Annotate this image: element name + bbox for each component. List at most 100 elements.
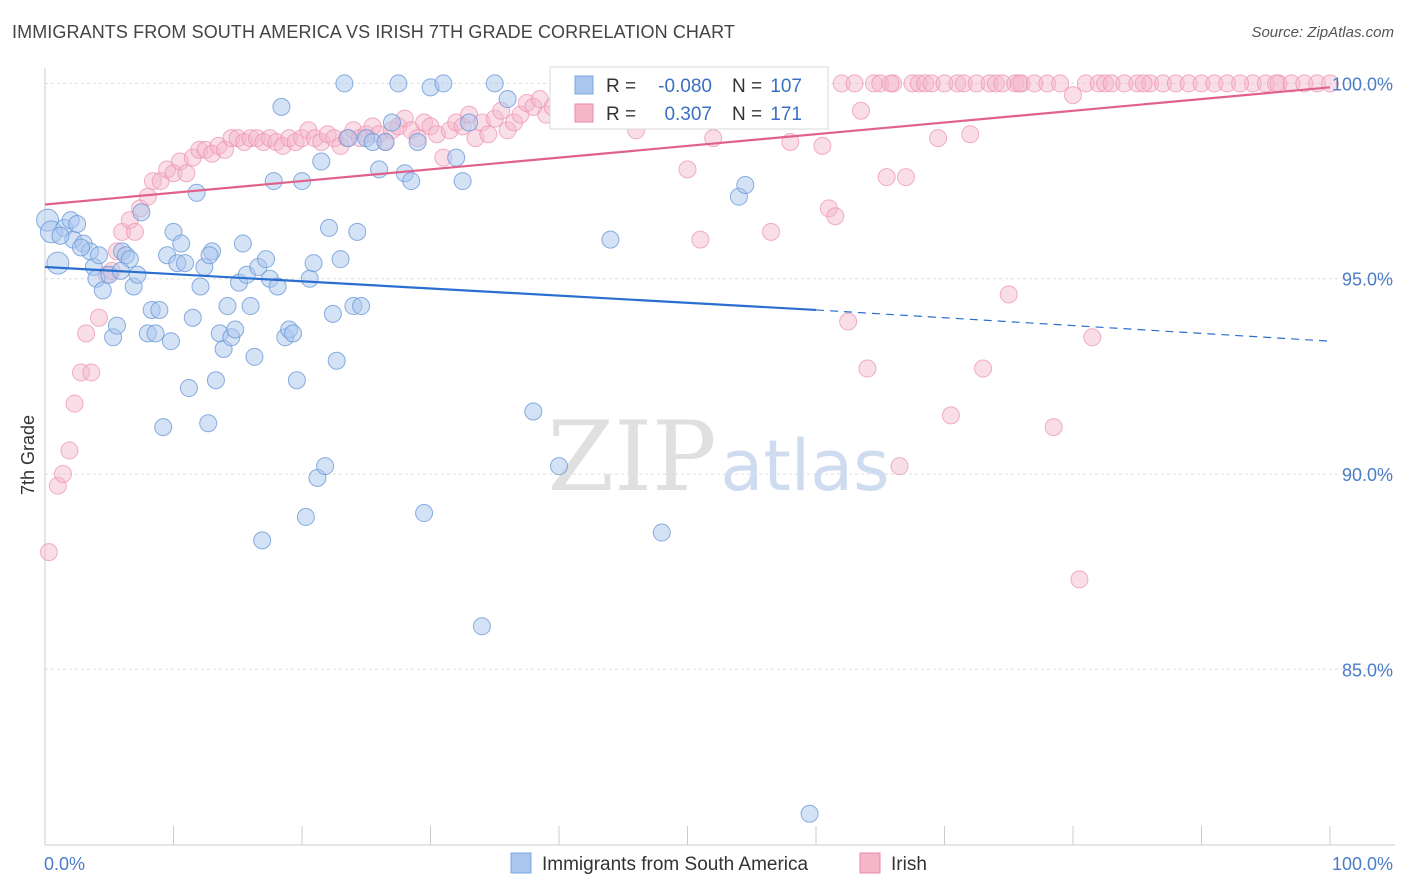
south-america-point xyxy=(89,246,108,265)
south-america-point xyxy=(176,254,195,273)
legend-swatch-pink xyxy=(574,103,594,123)
y-axis-label: 7th Grade xyxy=(18,415,38,495)
south-america-point xyxy=(312,152,331,171)
irish-point xyxy=(896,168,915,187)
irish-point xyxy=(48,476,67,495)
irish-point xyxy=(71,363,90,382)
south-america-point xyxy=(71,238,90,257)
legend-bottom: Immigrants from South America Irish xyxy=(510,852,927,875)
chart-source: Source: ZipAtlas.com xyxy=(1251,24,1394,41)
south-america-point xyxy=(389,74,408,93)
south-america-point xyxy=(154,418,173,437)
legend-r-label-pink: R = xyxy=(606,104,636,125)
irish-point xyxy=(890,457,909,476)
south-america-point xyxy=(800,804,819,823)
irish-point xyxy=(1134,74,1153,93)
irish-point xyxy=(762,222,781,241)
irish-point xyxy=(1192,74,1211,93)
legend-n-value-pink: 171 xyxy=(770,104,802,125)
irish-point xyxy=(1010,74,1029,93)
irish-point xyxy=(1267,74,1286,93)
watermark: ZIP atlas xyxy=(547,401,889,513)
irish-point xyxy=(215,140,234,159)
irish-point xyxy=(1128,74,1147,93)
legend-n-value-blue: 107 xyxy=(770,76,802,97)
irish-point xyxy=(986,74,1005,93)
irish-point xyxy=(1231,74,1250,93)
south-america-point xyxy=(327,351,346,370)
south-america-point xyxy=(272,97,291,116)
irish-point xyxy=(1218,74,1237,93)
trend-lines xyxy=(44,86,1331,342)
irish-point xyxy=(929,129,948,148)
irish-point xyxy=(858,359,877,378)
south-america-point xyxy=(382,113,401,132)
y-tick-label: 95.0% xyxy=(1342,270,1393,290)
irish-point xyxy=(916,74,935,93)
irish-point xyxy=(813,136,832,155)
south-america-point xyxy=(434,74,453,93)
irish-point xyxy=(1243,74,1262,93)
south-america-point xyxy=(218,297,237,316)
irish-point xyxy=(961,125,980,144)
south-america-point xyxy=(408,133,427,152)
irish-point xyxy=(1070,570,1089,589)
irish-point xyxy=(1025,74,1044,93)
legend-box xyxy=(549,66,829,130)
axes xyxy=(44,68,1395,846)
irish-point xyxy=(1083,328,1102,347)
south-america-point xyxy=(376,133,395,152)
y-tick-labels: 85.0% 90.0% 95.0% 100.0% xyxy=(1332,74,1393,680)
south-america-point xyxy=(415,504,434,523)
south-america-point xyxy=(268,277,287,296)
irish-point xyxy=(881,74,900,93)
y-tick-label: 100.0% xyxy=(1332,74,1393,94)
south-america-point xyxy=(352,297,371,316)
south-america-point xyxy=(68,215,87,234)
legend-n-label-pink: N = xyxy=(732,104,762,125)
irish-point xyxy=(89,308,108,327)
irish-point xyxy=(65,394,84,413)
legend-bottom-swatch-pink xyxy=(859,852,881,874)
irish-point xyxy=(941,406,960,425)
irish-point xyxy=(922,74,941,93)
south-america-point xyxy=(316,457,335,476)
south-america-point xyxy=(339,129,358,148)
irish-point xyxy=(1006,74,1025,93)
south-america-point xyxy=(335,74,354,93)
south-america-point xyxy=(107,316,126,335)
irish-point xyxy=(832,74,851,93)
south-america-point xyxy=(150,300,169,319)
south-america-point xyxy=(331,250,350,269)
irish-point xyxy=(903,74,922,93)
irish-point xyxy=(1115,74,1134,93)
irish-point xyxy=(53,464,72,483)
y-tick-label: 85.0% xyxy=(1342,660,1393,680)
irish-point xyxy=(82,363,101,382)
irish-point xyxy=(839,312,858,331)
south-america-point xyxy=(183,308,202,327)
legend-n-label-blue: N = xyxy=(732,76,762,97)
irish-point xyxy=(1179,74,1198,93)
irish-point xyxy=(77,324,96,343)
south-america-point xyxy=(46,251,70,275)
south-america-point xyxy=(402,172,421,191)
south-america-point xyxy=(498,90,517,109)
south-america-point xyxy=(172,234,191,253)
south-america-point xyxy=(51,226,70,245)
south-america-point xyxy=(146,324,165,343)
irish-point xyxy=(877,168,896,187)
irish-point xyxy=(974,359,993,378)
south-america-point xyxy=(241,297,260,316)
south-america-point xyxy=(179,379,198,398)
irish-point xyxy=(60,441,79,460)
x-tick-labels: 0.0% 100.0% xyxy=(44,854,1393,874)
irish-point xyxy=(479,125,498,144)
irish-point xyxy=(143,172,162,191)
watermark-zip: ZIP xyxy=(547,401,716,513)
south-america-point xyxy=(253,531,272,550)
legend-r-value-pink: 0.307 xyxy=(664,104,712,125)
irish-trend-line xyxy=(44,86,1331,206)
irish-point xyxy=(125,222,144,241)
irish-point xyxy=(177,164,196,183)
